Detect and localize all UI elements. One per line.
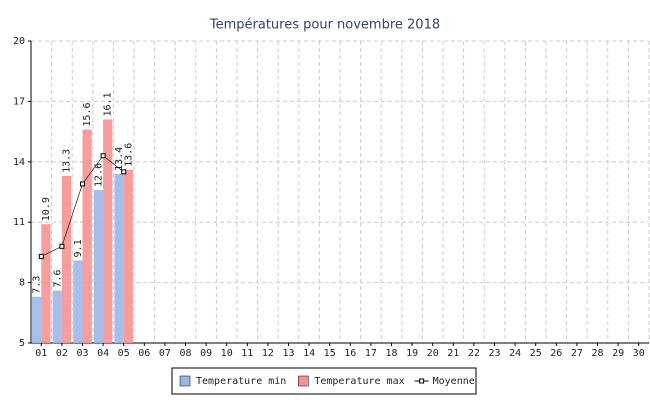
bar — [103, 119, 113, 344]
x-tick-label: 13 — [282, 348, 294, 359]
x-tick-label: 27 — [571, 348, 583, 359]
x-tick-label: 26 — [550, 348, 562, 359]
chart-title: Températures pour novembre 2018 — [209, 18, 440, 33]
data-label: 13.3 — [62, 149, 73, 173]
y-tick-label: 20 — [13, 36, 25, 47]
bar — [61, 175, 72, 343]
marker — [121, 169, 127, 175]
x-tick-label: 19 — [406, 348, 418, 359]
bar — [73, 260, 83, 343]
x-tick-label: 16 — [344, 348, 356, 359]
x-tick-label: 22 — [468, 348, 480, 359]
legend-label: Temperature max — [314, 376, 404, 387]
x-tick-label: 23 — [488, 348, 500, 359]
data-label: 10.9 — [41, 197, 52, 221]
x-tick-label: 21 — [447, 348, 459, 359]
y-tick-label: 8 — [19, 278, 25, 289]
marker — [59, 243, 65, 249]
marker — [80, 181, 85, 187]
x-tick-label: 20 — [427, 348, 439, 359]
data-label: 16.1 — [103, 92, 114, 116]
x-tick-label: 08 — [179, 348, 191, 359]
legend-marker — [419, 378, 425, 384]
x-tick-label: 29 — [612, 348, 624, 359]
data-label: 12.6 — [93, 163, 104, 187]
x-tick-label: 10 — [221, 348, 233, 359]
x-tick-label: 09 — [200, 348, 212, 359]
x-tick-label: 05 — [118, 348, 130, 359]
marker — [38, 253, 44, 259]
data-label: 9.1 — [73, 239, 84, 257]
data-label: 13.4 — [114, 147, 125, 171]
x-tick-label: 17 — [365, 348, 377, 359]
x-tick-label: 14 — [303, 348, 315, 359]
bar — [82, 129, 92, 343]
x-tick-label: 12 — [262, 348, 274, 359]
legend-swatch — [298, 375, 309, 387]
y-tick-label: 17 — [13, 96, 25, 107]
marker — [100, 153, 106, 159]
data-label: 13.6 — [123, 143, 134, 167]
x-tick-label: 25 — [530, 348, 542, 359]
x-tick-label: 28 — [591, 348, 603, 359]
data-label: 7.3 — [32, 276, 43, 294]
x-tick-label: 03 — [76, 348, 88, 359]
x-tick-label: 07 — [159, 348, 171, 359]
x-tick-label: 11 — [241, 348, 253, 359]
x-tick-label: 18 — [385, 348, 397, 359]
x-tick-label: 02 — [56, 348, 68, 359]
y-tick-label: 11 — [13, 217, 25, 228]
data-label: 15.6 — [82, 102, 93, 126]
x-tick-label: 04 — [97, 348, 109, 359]
bar — [114, 173, 124, 343]
bar — [41, 224, 51, 343]
y-tick-label: 5 — [19, 338, 25, 349]
legend-label: Temperature min — [196, 376, 286, 387]
legend-swatch — [179, 375, 191, 387]
x-tick-label: 15 — [324, 348, 336, 359]
bar — [123, 169, 133, 343]
x-tick-label: 30 — [633, 348, 645, 359]
x-tick-label: 24 — [509, 348, 521, 359]
legend-label: Moyenne — [433, 376, 475, 387]
bar — [93, 189, 104, 343]
data-label: 7.6 — [52, 270, 63, 288]
x-tick-label: 01 — [35, 348, 47, 359]
bar — [52, 290, 62, 343]
bar — [32, 296, 42, 343]
x-tick-label: 06 — [138, 348, 150, 359]
y-tick-label: 14 — [13, 157, 25, 168]
